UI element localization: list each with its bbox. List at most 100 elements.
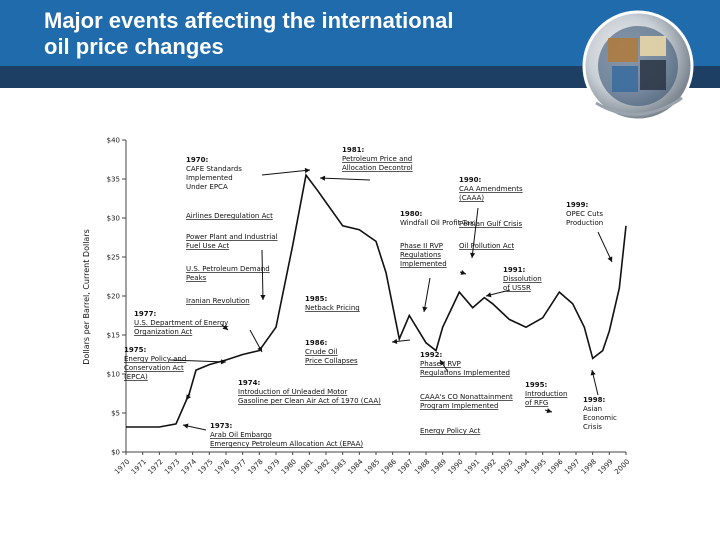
annotation-text: CAFE Standards	[186, 165, 242, 173]
y-tick-label: $5	[111, 410, 120, 418]
annotation-arrow	[423, 277, 431, 313]
x-tick-label: 1995	[530, 458, 548, 476]
annotation-text: Airlines Deregulation Act	[186, 212, 273, 220]
annotation: Airlines Deregulation Act	[186, 212, 273, 220]
x-tick-label: 1996	[546, 457, 565, 476]
x-tick-label: 1990	[446, 458, 464, 476]
annotation-arrow	[597, 231, 613, 263]
annotation-text: Organization Act	[134, 328, 192, 336]
annotation-arrowhead	[486, 292, 492, 298]
annotation-year: 1998:	[583, 396, 605, 404]
annotation-text: of RFG	[525, 399, 548, 407]
annotation-text: Petroleum Price and	[342, 155, 412, 163]
annotation-year: 1985:	[305, 295, 327, 303]
x-tick-label: 1979	[263, 458, 281, 476]
price-series-line	[126, 173, 627, 428]
annotation-year: 1990:	[459, 176, 481, 184]
annotation-text: Program Implemented	[420, 402, 498, 410]
x-tick-label: 1993	[496, 458, 514, 476]
annotation: 1985:Netback Pricing	[305, 295, 360, 312]
annotation-text: Allocation Decontrol	[342, 164, 413, 172]
annotation-arrow	[261, 169, 311, 176]
y-axis-label: Dollars per Barrel, Current Dollars	[82, 229, 91, 365]
annotation-text: (EPCA)	[124, 373, 148, 381]
annotation-arrowhead	[320, 175, 326, 181]
annotation: Oil Pollution Act	[459, 242, 514, 250]
x-tick-label: 1984	[346, 457, 365, 476]
y-tick-label: $30	[107, 215, 120, 223]
annotation-text: Price Collapses	[305, 357, 358, 365]
annotation-text: CAAA's CO Nonattainment	[420, 393, 513, 401]
annotation-text: Asian	[583, 405, 602, 413]
x-tick-label: 1972	[146, 458, 164, 476]
annotation-text: Regulations Implemented	[420, 369, 510, 377]
annotation-text: Crude Oil	[305, 348, 338, 356]
annotation: 1990:CAA Amendments(CAAA)	[459, 176, 523, 202]
annotation-text: Fuel Use Act	[186, 242, 229, 250]
annotation-text: Persian Gulf Crisis	[459, 220, 522, 228]
annotation-text: Emergency Petroleum Allocation Act (EPAA…	[210, 440, 363, 448]
x-tick-label: 1978	[246, 458, 264, 476]
x-tick-label: 1977	[230, 458, 248, 476]
annotation-arrow	[319, 177, 371, 181]
annotation-arrowhead	[590, 370, 596, 376]
y-tick-label: $25	[107, 254, 120, 262]
annotation: 1977:U.S. Department of EnergyOrganizati…	[134, 310, 228, 336]
annotation: Iranian Revolution	[186, 297, 250, 305]
annotation-arrowhead	[304, 167, 310, 174]
x-tick-label: 1973	[163, 458, 181, 476]
x-tick-label: 1971	[130, 458, 148, 476]
annotation-arrowhead	[222, 324, 228, 330]
annotation-text: Energy Policy and	[124, 355, 186, 363]
y-tick-label: $10	[107, 371, 120, 379]
x-tick-label: 1994	[513, 457, 532, 476]
annotation-text: Introduction of Unleaded Motor	[238, 388, 347, 396]
x-tick-label: 1997	[563, 458, 581, 476]
slide-title-line-1: Major events affecting the international	[44, 8, 454, 33]
annotation-text: Crisis	[583, 423, 602, 431]
x-tick-label: 1970	[113, 458, 131, 476]
x-tick-label: 1974	[180, 457, 199, 476]
annotation-year: 1981:	[342, 146, 364, 154]
annotation-arrowhead	[422, 306, 428, 312]
annotation-year: 1980:	[400, 210, 422, 218]
slide-title: Major events affecting the international…	[44, 8, 604, 60]
annotation-arrow	[261, 249, 264, 301]
annotation-arrowhead	[470, 252, 476, 258]
x-tick-label: 1986	[380, 457, 399, 476]
annotation-year: 1975:	[124, 346, 146, 354]
annotation-arrowhead	[183, 423, 189, 429]
x-tick-label: 1983	[330, 458, 348, 476]
y-tick-label: $35	[107, 176, 120, 184]
x-tick-label: 1981	[296, 458, 314, 476]
annotation-text: CAA Amendments	[459, 185, 523, 193]
annotation: Energy Policy Act	[420, 427, 481, 435]
x-tick-label: 1987	[396, 458, 414, 476]
x-tick-label: 1999	[596, 458, 614, 476]
annotation-year: 1995:	[525, 381, 547, 389]
annotation-text: Peaks	[186, 274, 207, 282]
annotation-text: Introduction	[525, 390, 567, 398]
annotation-text: Iranian Revolution	[186, 297, 250, 305]
annotation-text: Arab Oil Embargo	[210, 431, 272, 439]
annotation: 1974:Introduction of Unleaded MotorGasol…	[238, 379, 381, 405]
annotation-text: Under EPCA	[186, 183, 228, 191]
annotation-text: Power Plant and Industrial	[186, 233, 278, 241]
annotation-arrowhead	[260, 294, 266, 300]
x-tick-label: 1982	[313, 458, 331, 476]
y-tick-label: $0	[111, 449, 120, 457]
annotation-arrowhead	[257, 346, 262, 352]
annotation-year: 1974:	[238, 379, 260, 387]
x-tick-label: 1991	[463, 458, 481, 476]
annotation-year: 1991:	[503, 266, 525, 274]
